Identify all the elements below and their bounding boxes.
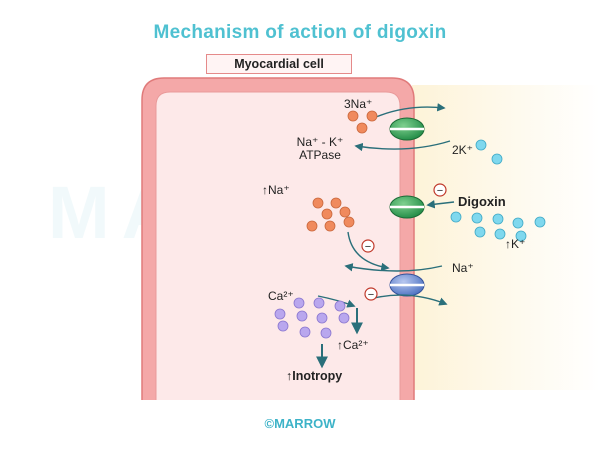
svg-text:−: − xyxy=(437,185,443,197)
na3-label: 3Na⁺ xyxy=(344,97,372,111)
ca-to-exchanger-arrow xyxy=(317,295,356,308)
potassium-ion xyxy=(450,211,462,223)
ca-label: Ca²⁺ xyxy=(268,289,294,303)
sodium-ion xyxy=(347,110,359,122)
atpase-label-line2: ATPase xyxy=(299,148,341,162)
potassium-ion xyxy=(474,226,486,238)
potassium-ions-top xyxy=(475,139,503,165)
calcium-ion xyxy=(334,300,346,312)
potassium-ion xyxy=(534,216,546,228)
calcium-ion xyxy=(299,326,311,338)
inhibition-marker-ca: − xyxy=(364,287,378,301)
digoxin-inhibited-pump xyxy=(389,195,425,219)
calcium-ion xyxy=(320,327,332,339)
sodium-ion xyxy=(339,206,351,218)
digoxin-binding-arrow xyxy=(426,200,455,209)
diagram-title: Mechanism of action of digoxin xyxy=(153,22,447,43)
calcium-ion xyxy=(277,320,289,332)
na-efflux-arrow xyxy=(375,103,446,118)
na-k-atpase-pump xyxy=(389,117,425,141)
inotropy-label: ↑Inotropy xyxy=(286,369,342,383)
calcium-ion xyxy=(274,308,286,320)
potassium-ion xyxy=(471,212,483,224)
na-exchanger-label: Na⁺ xyxy=(452,261,474,275)
svg-text:−: − xyxy=(365,241,371,253)
sodium-ion xyxy=(356,122,368,134)
na-increase-label: ↑Na⁺ xyxy=(262,183,290,197)
calcium-ion xyxy=(316,312,328,324)
potassium-ions-extracellular xyxy=(450,211,546,242)
potassium-ion xyxy=(491,153,503,165)
sodium-ion xyxy=(312,197,324,209)
sodium-ion xyxy=(324,220,336,232)
sodium-ion xyxy=(321,208,333,220)
potassium-ion xyxy=(494,228,506,240)
sodium-ion xyxy=(343,216,355,228)
calcium-ion xyxy=(338,312,350,324)
k-influx-arrow xyxy=(354,140,451,152)
na-ca-exchanger xyxy=(389,273,425,297)
k-increase-label: ↑K⁺ xyxy=(505,237,525,251)
potassium-ion xyxy=(475,139,487,151)
ca-efflux-arrow xyxy=(373,294,448,306)
footer-brand: ©MARROW xyxy=(264,416,336,431)
svg-text:−: − xyxy=(368,289,374,301)
sodium-ion xyxy=(306,220,318,232)
potassium-ion xyxy=(492,213,504,225)
calcium-ion xyxy=(293,297,305,309)
inhibition-marker-na: − xyxy=(361,239,375,253)
calcium-ion xyxy=(296,310,308,322)
cytoplasm xyxy=(155,91,401,400)
na-influx-arrow xyxy=(344,263,443,272)
inhibition-marker-digoxin: − xyxy=(433,183,447,197)
potassium-ion xyxy=(515,230,527,242)
sodium-ion xyxy=(330,197,342,209)
sodium-ions-top xyxy=(347,110,378,134)
extracellular-space xyxy=(412,85,600,390)
calcium-ion xyxy=(313,297,325,309)
cell-label: Myocardial cell xyxy=(206,54,352,74)
potassium-ion xyxy=(512,217,524,229)
na-accumulation-arrow xyxy=(347,231,390,272)
k2-label: 2K⁺ xyxy=(452,143,473,157)
sodium-ion xyxy=(366,110,378,122)
digoxin-label: Digoxin xyxy=(458,194,506,209)
ca-increase-label: ↑Ca²⁺ xyxy=(337,338,369,352)
sodium-ions-cytoplasm xyxy=(306,197,355,232)
calcium-ions xyxy=(274,297,350,339)
atpase-label-line1: Na⁺ - K⁺ xyxy=(297,135,344,149)
